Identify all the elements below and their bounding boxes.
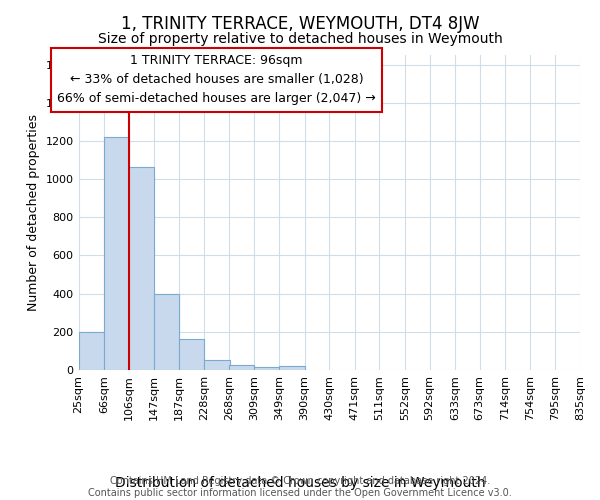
Text: Size of property relative to detached houses in Weymouth: Size of property relative to detached ho… <box>98 32 502 46</box>
Bar <box>179 340 204 370</box>
Bar <box>154 294 179 370</box>
Bar <box>204 360 230 370</box>
Text: 1, TRINITY TERRACE, WEYMOUTH, DT4 8JW: 1, TRINITY TERRACE, WEYMOUTH, DT4 8JW <box>121 15 479 33</box>
Bar <box>79 332 104 370</box>
Text: Contains HM Land Registry data © Crown copyright and database right 2024.
Contai: Contains HM Land Registry data © Crown c… <box>88 476 512 498</box>
Bar <box>104 137 130 370</box>
Bar <box>229 364 254 370</box>
Bar <box>128 166 154 370</box>
Text: 1 TRINITY TERRACE: 96sqm
← 33% of detached houses are smaller (1,028)
66% of sem: 1 TRINITY TERRACE: 96sqm ← 33% of detach… <box>57 54 376 106</box>
Y-axis label: Number of detached properties: Number of detached properties <box>27 114 40 311</box>
Bar <box>254 366 280 370</box>
Text: Distribution of detached houses by size in Weymouth: Distribution of detached houses by size … <box>115 476 485 490</box>
Bar <box>279 366 305 370</box>
